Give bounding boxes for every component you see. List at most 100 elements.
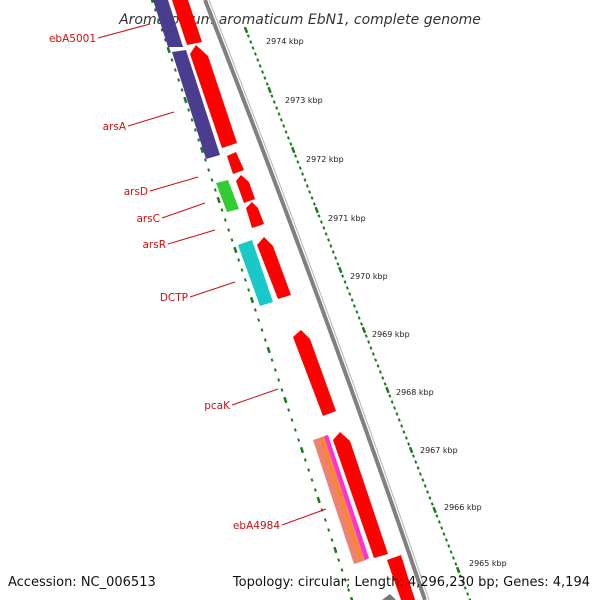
outer-tick	[408, 446, 414, 454]
outer-tick	[327, 238, 331, 242]
inner-tick	[303, 458, 307, 462]
kbp-label-2974: 2974 kbp	[266, 37, 304, 46]
outer-tick	[249, 40, 253, 44]
outer-tick	[400, 424, 404, 428]
outer-tick	[341, 274, 345, 278]
gene-label-pcaK[interactable]: pcaK	[204, 400, 231, 412]
outer-tick	[444, 538, 448, 542]
inner-tick	[180, 88, 184, 92]
inner-tick	[287, 408, 291, 412]
inner-tick	[260, 328, 264, 332]
outer-tick	[289, 142, 293, 146]
gene-label-arsD[interactable]: arsD	[124, 186, 148, 198]
inner-tick	[220, 208, 224, 212]
inner-tick	[323, 518, 327, 522]
outer-tick	[336, 262, 340, 266]
inner-tick	[187, 108, 191, 112]
gene-red-2[interactable]	[236, 175, 255, 203]
outer-tick	[352, 304, 356, 308]
gene-label-arsA[interactable]: arsA	[103, 121, 127, 133]
inner-tick	[299, 446, 305, 454]
gene-label-ebA4984[interactable]: ebA4984	[233, 520, 280, 532]
gene-red-3[interactable]	[257, 237, 291, 299]
accession-text: Accession: NC_006513	[8, 575, 156, 590]
gene-label-DCTP[interactable]: DCTP	[160, 292, 188, 304]
outer-tick	[388, 394, 392, 398]
gene-pcaK[interactable]	[293, 330, 336, 416]
outer-tick	[355, 310, 359, 314]
inner-tick	[223, 218, 227, 222]
outer-tick	[270, 94, 274, 98]
outer-tick	[282, 124, 286, 128]
outer-tick	[272, 100, 276, 104]
topology-text: Topology: circular; Length: 4,296,230 bp…	[232, 575, 590, 590]
gene-arsD[interactable]	[227, 152, 244, 174]
kbp-label-2965: 2965 kbp	[469, 559, 507, 568]
gene-arsC[interactable]	[216, 180, 239, 212]
outer-tick	[290, 146, 296, 154]
outer-tick	[397, 418, 401, 422]
outer-tick	[331, 250, 335, 254]
inner-tick	[349, 596, 354, 600]
inner-tick	[293, 428, 297, 432]
outer-tick	[430, 502, 434, 506]
gene-label-ebA5001[interactable]: ebA5001	[49, 33, 96, 45]
outer-tick	[402, 430, 406, 434]
outer-tick	[267, 86, 272, 94]
outer-tick	[367, 340, 371, 344]
outer-tick	[378, 370, 382, 374]
outer-tick	[393, 406, 397, 410]
outer-tick	[261, 70, 265, 74]
gene-features	[153, 0, 415, 600]
gene-arsR[interactable]	[246, 202, 264, 228]
outer-tick	[454, 562, 458, 566]
genome-backbone-shadow	[208, 0, 430, 600]
gene-ebA5001-purple[interactable]	[153, 0, 183, 47]
inner-tick	[150, 0, 155, 4]
inner-tick	[183, 96, 188, 104]
outer-tick	[251, 46, 255, 50]
inner-tick	[190, 118, 194, 122]
gene-label-group: ebA5001 arsA arsD arsC arsR DCTP pcaK eb…	[49, 33, 280, 532]
outer-tick	[468, 598, 472, 600]
gene-label-arsR[interactable]: arsR	[142, 239, 166, 251]
outer-tick	[317, 214, 321, 218]
outer-tick	[435, 514, 439, 518]
outer-tick	[312, 202, 316, 206]
gene-DCTP[interactable]	[238, 240, 273, 306]
outer-tick	[421, 478, 425, 482]
inner-tick	[347, 588, 351, 592]
outer-tick	[253, 52, 257, 56]
inner-tick	[173, 68, 177, 72]
gene-label-arsC[interactable]: arsC	[136, 213, 160, 225]
outer-tick	[263, 76, 267, 80]
outer-tick	[416, 466, 420, 470]
inner-tick	[153, 8, 157, 12]
outer-tick	[447, 544, 451, 548]
outer-tick	[466, 592, 470, 596]
outer-tick	[449, 550, 453, 554]
gene-red-5[interactable]	[387, 555, 415, 600]
inner-tick	[166, 46, 171, 54]
inner-tick	[197, 138, 201, 142]
outer-tick	[461, 580, 465, 584]
inner-tick	[280, 388, 284, 392]
inner-tick	[257, 318, 261, 322]
gene-ebA5001-red[interactable]	[172, 0, 202, 45]
inner-tick	[253, 308, 257, 312]
inner-tick	[337, 558, 341, 562]
kbp-label-2971: 2971 kbp	[328, 214, 366, 223]
inner-tick	[340, 568, 344, 572]
inner-tick	[163, 38, 167, 42]
inner-tick	[283, 396, 288, 404]
inner-tick	[227, 228, 231, 232]
gene-red-4[interactable]	[333, 432, 388, 558]
outer-tick	[338, 266, 343, 274]
outer-tick	[258, 64, 262, 68]
outer-tick	[324, 232, 328, 236]
gene-arsA[interactable]	[172, 50, 220, 159]
outer-tick	[385, 386, 390, 394]
outer-tick	[303, 178, 307, 182]
gene-red-1[interactable]	[190, 45, 237, 148]
